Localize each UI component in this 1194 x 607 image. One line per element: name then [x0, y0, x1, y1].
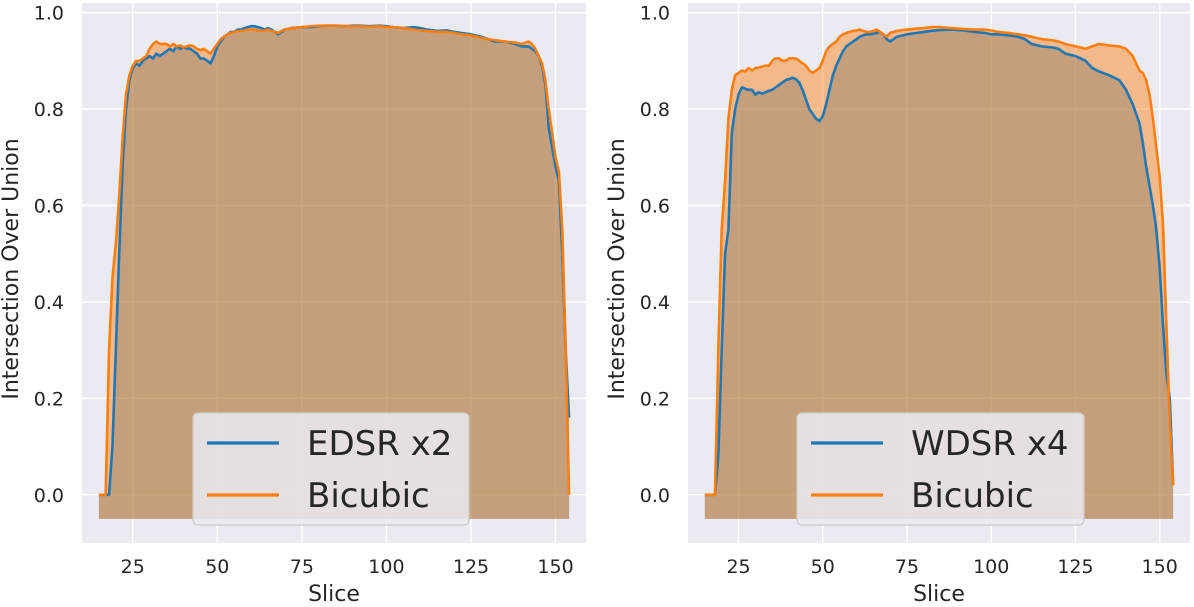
- series-fill-0: [98, 25, 570, 519]
- x-tick-label: 100: [368, 556, 404, 578]
- y-tick-label: 1.0: [34, 3, 64, 25]
- y-tick-label: 0.4: [34, 292, 64, 314]
- series-line-1: [704, 25, 1175, 497]
- legend-label-0: WDSR x4: [911, 424, 1069, 464]
- y-axis-label: Intersection Over Union: [605, 138, 630, 399]
- x-axis-label: Slice: [913, 582, 965, 607]
- y-tick-label: 0.0: [34, 485, 64, 507]
- x-tick-label: 150: [1142, 556, 1178, 578]
- x-tick-label: 125: [453, 556, 489, 578]
- y-tick-label: 0.4: [640, 292, 670, 314]
- legend: EDSR x2 Bicubic: [192, 412, 470, 526]
- series-line-0: [704, 28, 1175, 497]
- x-axis-label: Slice: [308, 582, 360, 607]
- y-axis-label: Intersection Over Union: [0, 138, 24, 399]
- y-tick-label: 0.6: [640, 196, 670, 218]
- x-tick-label: 75: [895, 556, 919, 578]
- x-tick-label: 125: [1057, 556, 1093, 578]
- x-tick-label: 150: [537, 556, 573, 578]
- legend-box: [192, 412, 470, 526]
- series-line-1: [98, 24, 571, 497]
- series-line-0: [98, 24, 571, 497]
- series-fill-1: [98, 25, 570, 519]
- series-fill-0: [704, 29, 1174, 519]
- y-tick-label: 0.2: [34, 388, 64, 410]
- y-tick-label: 0.6: [34, 196, 64, 218]
- y-tick-label: 0.8: [640, 99, 670, 121]
- y-tick-label: 0.0: [640, 485, 670, 507]
- y-tick-label: 1.0: [640, 3, 670, 25]
- y-tick-label: 0.8: [34, 99, 64, 121]
- legend: WDSR x4 Bicubic: [796, 412, 1085, 526]
- y-tick-label: 0.2: [640, 388, 670, 410]
- legend-label-1: Bicubic: [911, 476, 1034, 516]
- x-tick-label: 25: [726, 556, 750, 578]
- chart-wdsr-x4: 25 50 75 100 125 150 0.0 0.2 0.4 0.6 0.8 1.0 Slice In…: [605, 3, 1190, 607]
- legend-box: [796, 412, 1085, 526]
- x-tick-label: 75: [290, 556, 314, 578]
- x-tick-label: 50: [205, 556, 229, 578]
- chart-edsr-x2: 25 50 75 100 125 150 0.0 0.2 0.4 0.6 0.8 1.0 Slice In…: [0, 3, 586, 607]
- legend-label-0: EDSR x2: [307, 424, 452, 464]
- legend-label-1: Bicubic: [307, 476, 430, 516]
- x-tick-label: 25: [121, 556, 145, 578]
- x-tick-label: 100: [973, 556, 1009, 578]
- series-fill-1: [704, 27, 1174, 519]
- x-tick-label: 50: [811, 556, 835, 578]
